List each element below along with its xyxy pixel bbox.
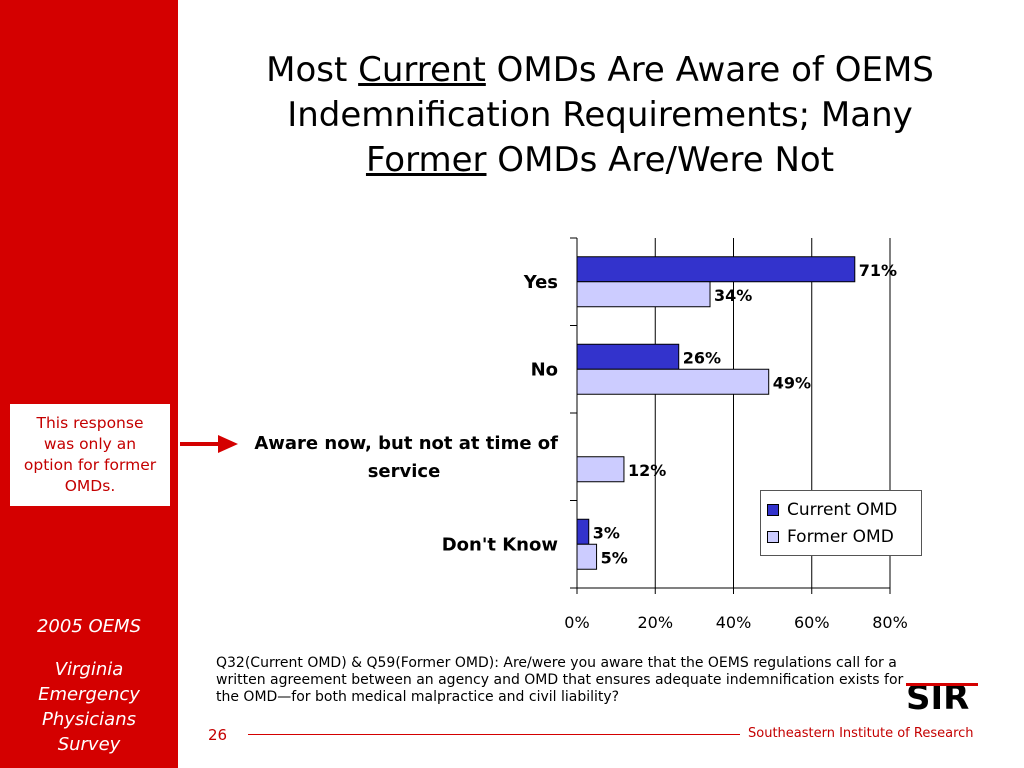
sidebar-survey-name: Virginia Emergency Physicians Survey bbox=[0, 657, 178, 757]
category-label: Don't Know bbox=[442, 534, 558, 555]
page-number: 26 bbox=[208, 726, 228, 744]
title-line-1: Most Current OMDs Are Aware of OEMS bbox=[190, 48, 1010, 93]
data-label: 3% bbox=[593, 523, 620, 542]
x-tick-label: 0% bbox=[564, 613, 589, 632]
title-emphasis: Current bbox=[358, 50, 486, 90]
bar-current bbox=[576, 343, 680, 370]
page-title: Most Current OMDs Are Aware of OEMS Inde… bbox=[190, 48, 1010, 183]
legend-swatch-current bbox=[767, 503, 779, 516]
category-label: Yes bbox=[523, 272, 558, 293]
title-text: OMDs Are/Were Not bbox=[486, 140, 835, 180]
legend-swatch-former bbox=[767, 530, 779, 543]
x-tick-label: 20% bbox=[637, 613, 673, 632]
data-label: 26% bbox=[683, 348, 721, 367]
survey-line: Physicians bbox=[41, 709, 136, 730]
title-emphasis: Former bbox=[365, 140, 487, 180]
x-tick-label: 80% bbox=[872, 613, 908, 632]
arrow-icon bbox=[180, 435, 238, 453]
legend-label: Former OMD bbox=[787, 526, 894, 547]
data-label: 12% bbox=[628, 461, 666, 480]
category-label: Aware now, but not at time of bbox=[254, 433, 558, 454]
note-box: This response was only an option for for… bbox=[8, 402, 172, 508]
bar-former bbox=[576, 543, 598, 570]
question-footnote: Q32(Current OMD) & Q59(Former OMD): Are/… bbox=[216, 655, 904, 705]
sidebar-year: 2005 OEMS bbox=[36, 616, 142, 637]
bar-former bbox=[576, 281, 711, 308]
title-line-2: Indemnification Requirements; Many bbox=[287, 95, 913, 135]
bar-former bbox=[576, 368, 770, 395]
note-text: This response was only an option for for… bbox=[23, 414, 157, 495]
legend-item-current: Current OMD bbox=[767, 496, 915, 523]
bar-current bbox=[576, 518, 590, 545]
data-label: 5% bbox=[601, 548, 628, 567]
data-label: 34% bbox=[714, 286, 752, 305]
legend-item-former: Former OMD bbox=[767, 523, 915, 550]
chart-legend: Current OMD Former OMD bbox=[760, 490, 922, 556]
data-label: 49% bbox=[773, 373, 811, 392]
title-text: Most bbox=[266, 50, 359, 90]
title-text: OMDs Are Aware of OEMS bbox=[485, 50, 934, 90]
x-tick-label: 40% bbox=[716, 613, 752, 632]
bar-former bbox=[576, 456, 625, 483]
sidebar bbox=[0, 0, 178, 768]
bar-current bbox=[576, 256, 856, 283]
category-label: No bbox=[531, 359, 558, 380]
survey-line: Survey bbox=[57, 734, 121, 755]
survey-line: Emergency bbox=[38, 684, 140, 705]
organization-name: Southeastern Institute of Research bbox=[748, 726, 974, 741]
category-label: service bbox=[368, 461, 441, 482]
sir-logo: SIR bbox=[906, 678, 978, 716]
data-label: 71% bbox=[859, 261, 897, 280]
footer-divider bbox=[248, 734, 740, 735]
x-tick-label: 60% bbox=[794, 613, 830, 632]
title-line-3: Former OMDs Are/Were Not bbox=[190, 138, 1010, 183]
legend-label: Current OMD bbox=[787, 499, 898, 520]
survey-line: Virginia bbox=[54, 659, 124, 680]
